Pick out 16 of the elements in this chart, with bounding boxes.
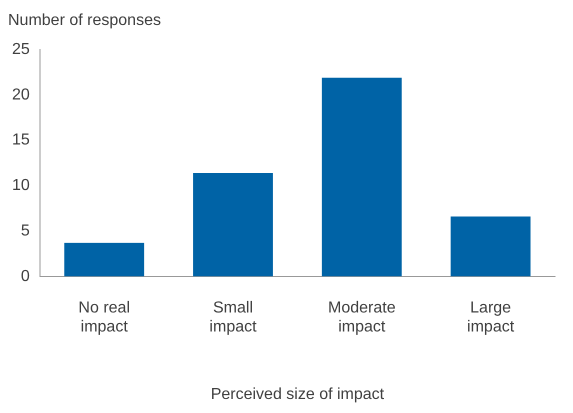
y-tick-label: 5 <box>20 222 30 240</box>
y-axis-title: Number of responses <box>8 11 162 31</box>
y-tick-label: 25 <box>12 41 30 58</box>
x-tick-label: Large impact <box>467 299 515 336</box>
y-tick-label: 10 <box>12 177 30 194</box>
x-tick-label: Moderate impact <box>328 299 396 336</box>
bar <box>193 172 273 276</box>
y-tick-label: 15 <box>12 132 30 149</box>
bar <box>64 242 144 276</box>
x-tick-label: Small impact <box>209 299 258 336</box>
y-tick-label: 0 <box>20 268 30 285</box>
bar <box>450 216 531 276</box>
y-tick-label: 20 <box>12 86 30 104</box>
x-axis-title: Perceived size of impact <box>210 386 385 403</box>
bar <box>322 78 402 276</box>
x-tick-label: No real impact <box>78 299 130 336</box>
